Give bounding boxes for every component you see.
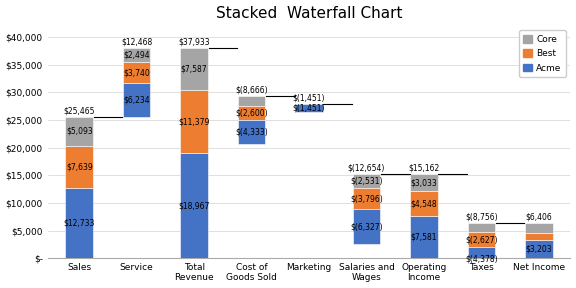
Bar <box>353 209 380 244</box>
Text: $3,203: $3,203 <box>525 245 552 254</box>
Text: $(8,666): $(8,666) <box>235 86 268 95</box>
Text: $6,234: $6,234 <box>123 96 150 105</box>
Bar <box>525 240 552 258</box>
Text: $3,033: $3,033 <box>411 178 437 187</box>
Bar <box>123 62 150 83</box>
Bar <box>180 153 208 258</box>
Bar <box>410 191 438 216</box>
Text: $(8,756): $(8,756) <box>465 212 498 221</box>
Bar <box>238 120 266 144</box>
Bar <box>66 117 93 145</box>
Bar <box>123 83 150 117</box>
Text: $11,379: $11,379 <box>179 117 210 126</box>
Bar <box>295 104 323 112</box>
Text: $12,733: $12,733 <box>63 219 95 228</box>
Bar <box>468 247 495 271</box>
Text: $(2,627): $(2,627) <box>465 235 498 244</box>
Text: $2,494: $2,494 <box>123 51 150 60</box>
Bar <box>468 232 495 247</box>
Bar <box>180 48 208 90</box>
Bar <box>123 48 150 62</box>
Bar <box>238 96 266 106</box>
Text: $(4,333): $(4,333) <box>235 128 268 137</box>
Text: $4,548: $4,548 <box>411 199 437 208</box>
Text: $(6,327): $(6,327) <box>350 222 383 231</box>
Bar <box>525 223 552 233</box>
Text: $(1,451): $(1,451) <box>293 94 325 103</box>
Text: $7,639: $7,639 <box>66 162 93 171</box>
Bar <box>353 188 380 209</box>
Text: $(3,796): $(3,796) <box>350 194 383 203</box>
Text: $18,967: $18,967 <box>179 201 210 210</box>
Text: $(1,451): $(1,451) <box>293 104 325 113</box>
Text: $25,465: $25,465 <box>63 107 95 116</box>
Bar <box>180 90 208 153</box>
Text: $15,162: $15,162 <box>408 164 439 173</box>
Text: $3,740: $3,740 <box>123 68 150 77</box>
Bar <box>66 145 93 188</box>
Text: $37,933: $37,933 <box>179 38 210 47</box>
Text: $7,581: $7,581 <box>411 233 437 242</box>
Bar <box>468 223 495 232</box>
Bar <box>238 106 266 120</box>
Text: $12,468: $12,468 <box>121 38 152 47</box>
Legend: Core, Best, Acme: Core, Best, Acme <box>519 31 566 77</box>
Bar <box>410 216 438 258</box>
Bar <box>525 233 552 240</box>
Title: Stacked  Waterfall Chart: Stacked Waterfall Chart <box>216 5 402 20</box>
Text: $(4,378): $(4,378) <box>465 255 498 264</box>
Text: $7,587: $7,587 <box>181 65 207 74</box>
Text: $(12,654): $(12,654) <box>348 164 385 173</box>
Bar <box>353 174 380 188</box>
Text: $5,093: $5,093 <box>66 127 93 136</box>
Bar <box>410 174 438 191</box>
Text: $6,406: $6,406 <box>525 212 552 221</box>
Text: $(2,600): $(2,600) <box>235 109 268 118</box>
Bar <box>66 188 93 258</box>
Text: $(2,531): $(2,531) <box>350 177 383 186</box>
